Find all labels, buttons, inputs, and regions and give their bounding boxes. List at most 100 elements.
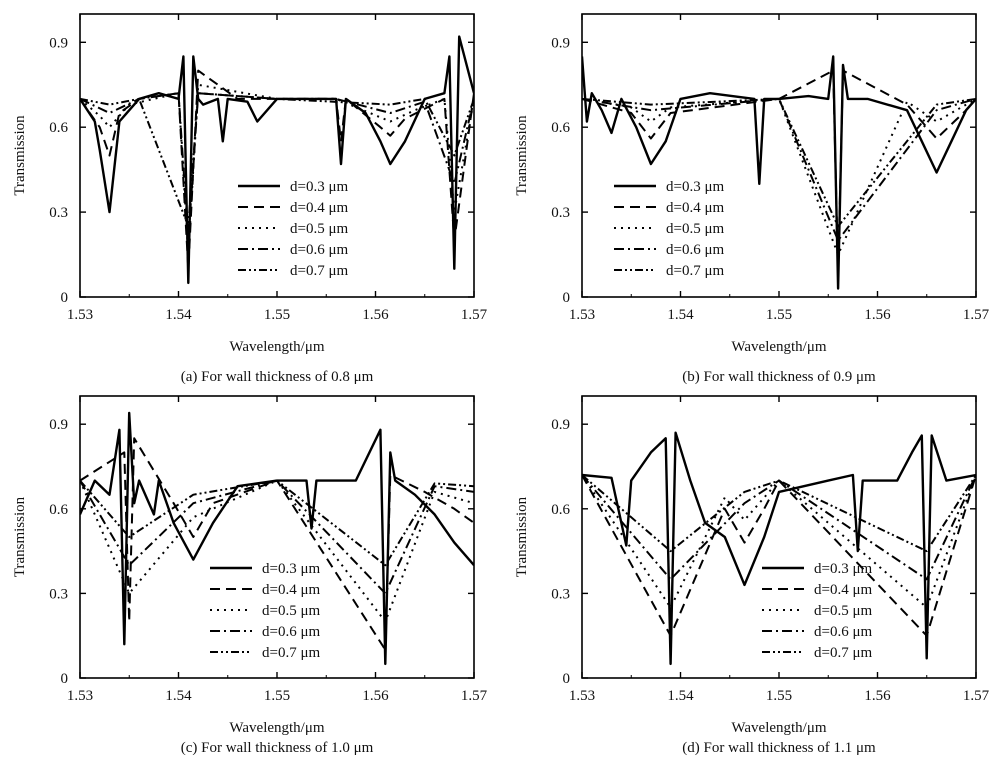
- series-line-4: [582, 97, 976, 242]
- panel-caption: (b) For wall thickness of 0.9 μm: [682, 369, 876, 385]
- series-line-3: [582, 474, 976, 609]
- y-tick-label: 0.6: [49, 120, 68, 136]
- series-line-5: [80, 92, 474, 228]
- series-group: [80, 411, 474, 666]
- series-line-2: [80, 437, 474, 651]
- x-tick-label: 1.57: [963, 307, 990, 323]
- legend-label-2: d=0.4 μm: [262, 582, 321, 598]
- x-axis-label: Wavelength/μm: [731, 339, 826, 355]
- x-axis-label: Wavelength/μm: [229, 720, 324, 736]
- plot-frame: [581, 13, 977, 298]
- series-line-3: [80, 83, 474, 256]
- legend-label-2: d=0.4 μm: [814, 582, 873, 598]
- legend-label-4: d=0.6 μm: [666, 242, 725, 258]
- series-group: [80, 35, 474, 285]
- panel-caption: (d) For wall thickness of 1.1 μm: [682, 740, 876, 756]
- y-tick-label: 0: [563, 671, 571, 687]
- chart-panel-4: 1.53 1.54 1.55 1.56 1.57 0 0.3 0.6 0.9 Wavelength…: [514, 395, 990, 756]
- x-tick-label: 1.53: [67, 307, 93, 323]
- x-tick-label: 1.56: [362, 307, 389, 323]
- y-tick-label: 0.3: [49, 586, 68, 602]
- y-tick-label: 0.9: [49, 35, 68, 51]
- legend-label-5: d=0.7 μm: [262, 645, 321, 661]
- series-line-2: [582, 474, 976, 637]
- series-line-5: [80, 479, 474, 567]
- y-tick-label: 0.9: [551, 417, 570, 433]
- legend-label-3: d=0.5 μm: [814, 603, 873, 619]
- series-line-1: [80, 35, 474, 285]
- y-tick-label: 0.3: [551, 586, 570, 602]
- series-line-3: [582, 97, 976, 256]
- chart-panel-3: 1.53 1.54 1.55 1.56 1.57 0 0.3 0.6 0.9 Wavelength…: [12, 395, 488, 756]
- y-axis-label: Transmission: [514, 115, 530, 196]
- series-line-1: [582, 431, 976, 666]
- legend-label-1: d=0.3 μm: [666, 179, 725, 195]
- series-line-5: [582, 474, 976, 553]
- legend-label-5: d=0.7 μm: [814, 645, 873, 661]
- legend-label-5: d=0.7 μm: [666, 263, 725, 279]
- x-tick-label: 1.53: [569, 307, 595, 323]
- legend: d=0.3 μm d=0.4 μm d=0.5 μm d=0.6 μm d=0.7 μm: [762, 561, 873, 661]
- plot-frame: [581, 395, 977, 679]
- x-tick-label: 1.57: [461, 307, 488, 323]
- legend-label-5: d=0.7 μm: [290, 263, 349, 279]
- legend-label-2: d=0.4 μm: [290, 200, 349, 216]
- legend-label-1: d=0.3 μm: [290, 179, 349, 195]
- x-tick-label: 1.57: [963, 688, 990, 704]
- x-tick-label: 1.56: [864, 307, 891, 323]
- series-line-4: [80, 92, 474, 242]
- y-axis-label: Transmission: [12, 496, 28, 577]
- legend-label-4: d=0.6 μm: [814, 624, 873, 640]
- y-axis-label: Transmission: [514, 496, 530, 577]
- y-tick-label: 0: [61, 671, 69, 687]
- x-tick-label: 1.57: [461, 688, 488, 704]
- series-line-3: [80, 479, 474, 623]
- x-tick-label: 1.55: [264, 688, 290, 704]
- legend: d=0.3 μm d=0.4 μm d=0.5 μm d=0.6 μm d=0.7 μm: [238, 179, 349, 279]
- x-tick-label: 1.56: [864, 688, 891, 704]
- series-line-1: [582, 55, 976, 290]
- y-tick-label: 0: [61, 290, 69, 306]
- y-tick-label: 0.3: [551, 205, 570, 221]
- series-line-2: [582, 69, 976, 276]
- y-axis-label: Transmission: [12, 115, 28, 196]
- y-tick-label: 0.3: [49, 205, 68, 221]
- y-tick-label: 0.9: [551, 35, 570, 51]
- legend: d=0.3 μm d=0.4 μm d=0.5 μm d=0.6 μm d=0.7 μm: [614, 179, 725, 279]
- legend-label-1: d=0.3 μm: [814, 561, 873, 577]
- x-tick-label: 1.54: [165, 688, 192, 704]
- panel-caption: (a) For wall thickness of 0.8 μm: [181, 369, 374, 385]
- legend-label-4: d=0.6 μm: [290, 242, 349, 258]
- legend: d=0.3 μm d=0.4 μm d=0.5 μm d=0.6 μm d=0.7 μm: [210, 561, 321, 661]
- x-tick-label: 1.54: [667, 307, 694, 323]
- legend-label-3: d=0.5 μm: [666, 221, 725, 237]
- x-tick-label: 1.55: [766, 688, 792, 704]
- y-tick-label: 0: [563, 290, 571, 306]
- legend-label-1: d=0.3 μm: [262, 561, 321, 577]
- series-line-4: [80, 479, 474, 595]
- series-group: [582, 431, 976, 666]
- y-tick-label: 0.9: [49, 417, 68, 433]
- series-group: [582, 55, 976, 290]
- chart-panel-2: 1.53 1.54 1.55 1.56 1.57 0 0.3 0.6 0.9 Wavelength…: [514, 13, 990, 385]
- y-tick-label: 0.6: [551, 502, 570, 518]
- plot-frame: [79, 13, 475, 298]
- x-axis-label: Wavelength/μm: [229, 339, 324, 355]
- series-line-1: [80, 411, 474, 666]
- chart-panel-1: 1.53 1.54 1.55 1.56 1.57 0 0.3 0.6 0.9 Wavelength…: [12, 13, 488, 385]
- y-tick-label: 0.6: [49, 502, 68, 518]
- legend-label-3: d=0.5 μm: [262, 603, 321, 619]
- legend-label-2: d=0.4 μm: [666, 200, 725, 216]
- x-tick-label: 1.53: [569, 688, 595, 704]
- x-tick-label: 1.56: [362, 688, 389, 704]
- x-tick-label: 1.54: [667, 688, 694, 704]
- x-axis-label: Wavelength/μm: [731, 720, 826, 736]
- x-tick-label: 1.54: [165, 307, 192, 323]
- panel-caption: (c) For wall thickness of 1.0 μm: [181, 740, 374, 756]
- legend-label-3: d=0.5 μm: [290, 221, 349, 237]
- x-tick-label: 1.53: [67, 688, 93, 704]
- x-tick-label: 1.55: [766, 307, 792, 323]
- series-line-5: [582, 97, 976, 228]
- series-line-4: [582, 474, 976, 581]
